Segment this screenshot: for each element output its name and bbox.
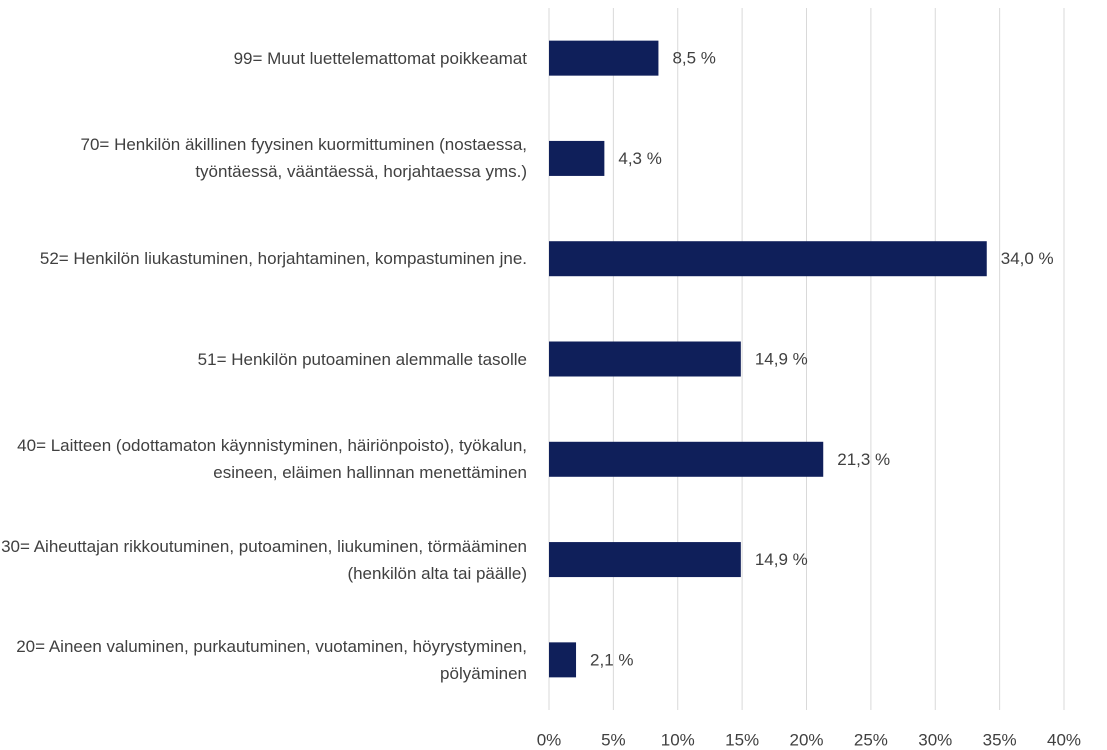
value-label: 14,9 % <box>755 349 808 368</box>
bar <box>549 140 605 176</box>
x-tick-label: 35% <box>983 730 1017 749</box>
value-label: 8,5 % <box>672 49 715 68</box>
category-label: 20= Aineen valuminen, purkautuminen, vuo… <box>0 610 527 710</box>
category-text: 99= Muut luettelemattomat poikkeamat <box>233 48 527 68</box>
bar <box>549 642 577 678</box>
value-label: 21,3 % <box>837 450 890 469</box>
category-text: 52= Henkilön liukastuminen, horjahtamine… <box>39 249 527 269</box>
category-label: 30= Aiheuttajan rikkoutuminen, putoamine… <box>0 510 527 610</box>
x-tick-label: 25% <box>854 730 888 749</box>
x-tick-label: 15% <box>725 730 759 749</box>
bar <box>549 40 659 76</box>
category-text: 20= Aineen valuminen, purkautuminen, vuo… <box>16 636 527 683</box>
bar <box>549 341 741 377</box>
category-label: 52= Henkilön liukastuminen, horjahtamine… <box>0 209 527 309</box>
x-tick-label: 5% <box>601 730 626 749</box>
x-tick-label: 30% <box>918 730 952 749</box>
bar <box>549 441 824 477</box>
value-label: 2,1 % <box>590 650 633 669</box>
category-text: 51= Henkilön putoaminen alemmalle tasoll… <box>197 349 527 369</box>
bar <box>549 542 741 578</box>
value-label: 14,9 % <box>755 550 808 569</box>
value-label: 34,0 % <box>1001 249 1054 268</box>
x-tick-label: 20% <box>789 730 823 749</box>
category-label: 40= Laitteen (odottamaton käynnistyminen… <box>0 409 527 509</box>
category-text: 40= Laitteen (odottamaton käynnistyminen… <box>17 436 527 483</box>
bar <box>549 241 987 277</box>
x-tick-label: 0% <box>537 730 562 749</box>
x-tick-label: 40% <box>1047 730 1081 749</box>
category-label: 99= Muut luettelemattomat poikkeamat <box>0 8 527 108</box>
value-label: 4,3 % <box>618 149 661 168</box>
category-text: 70= Henkilön äkillinen fyysinen kuormitt… <box>80 135 527 182</box>
x-tick-label: 10% <box>661 730 695 749</box>
category-label: 70= Henkilön äkillinen fyysinen kuormitt… <box>0 108 527 208</box>
category-text: 30= Aiheuttajan rikkoutuminen, putoamine… <box>1 536 527 583</box>
category-label: 51= Henkilön putoaminen alemmalle tasoll… <box>0 309 527 409</box>
